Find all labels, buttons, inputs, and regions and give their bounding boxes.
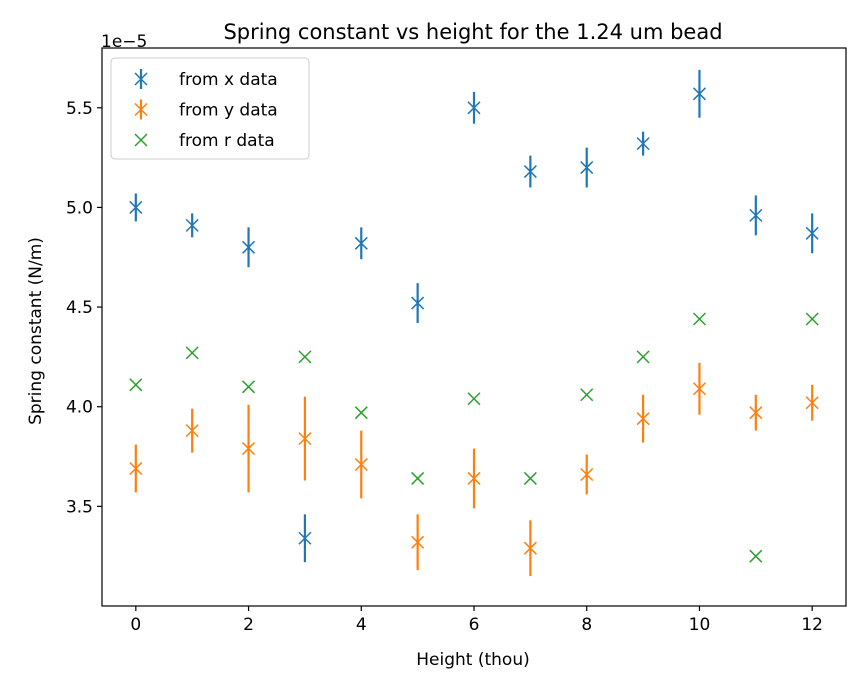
y-tick-label: 5.0 xyxy=(66,198,93,218)
data-point xyxy=(242,442,256,456)
data-point xyxy=(580,388,594,402)
data-point xyxy=(523,541,537,555)
y-axis-ticks: 3.5 4.0 4.5 5.0 5.5 xyxy=(66,99,102,517)
data-point xyxy=(636,350,650,364)
legend-label: from x data xyxy=(179,70,278,90)
data-point xyxy=(185,346,199,360)
x-tick-label: 2 xyxy=(243,615,254,635)
y-tick-label: 5.5 xyxy=(66,99,93,119)
x-tick-label: 8 xyxy=(581,615,592,635)
y-offset-label: 1e−5 xyxy=(101,32,147,52)
data-point xyxy=(692,312,706,326)
y-tick-label: 3.5 xyxy=(66,497,93,517)
plot-frame xyxy=(101,47,847,607)
data-point xyxy=(580,161,594,175)
data-point xyxy=(411,471,425,485)
data-point xyxy=(185,424,199,438)
data-point xyxy=(298,531,312,545)
legend: from x data from y data from r data xyxy=(110,57,310,160)
data-point xyxy=(242,380,256,394)
data-point xyxy=(467,101,481,115)
series-2 xyxy=(129,362,819,577)
x-tick-label: 0 xyxy=(130,615,141,635)
data-point xyxy=(636,412,650,426)
data-point xyxy=(411,535,425,549)
legend-entry: from x data xyxy=(134,69,278,90)
data-point xyxy=(580,467,594,482)
data-point xyxy=(749,549,763,563)
data-point xyxy=(805,396,819,410)
x-tick-label: 4 xyxy=(356,615,367,635)
data-point xyxy=(805,226,819,240)
legend-marker xyxy=(134,72,148,86)
x-axis-ticks: 0 2 4 6 8 10 12 xyxy=(130,606,823,635)
y-axis-label: Spring constant (N/m) xyxy=(26,237,46,425)
legend-label: from r data xyxy=(179,131,275,151)
y-tick-label: 4.5 xyxy=(66,298,93,318)
series-3 xyxy=(129,312,819,563)
data-point xyxy=(467,471,481,485)
x-axis-label: Height (thou) xyxy=(416,650,529,670)
data-point xyxy=(692,382,706,396)
x-tick-label: 10 xyxy=(689,615,711,635)
legend-entry: from y data xyxy=(134,99,278,121)
x-tick-label: 12 xyxy=(801,615,823,635)
data-point xyxy=(523,471,537,485)
data-point xyxy=(749,208,763,222)
data-point xyxy=(354,457,368,472)
data-point xyxy=(523,165,537,179)
data-point xyxy=(467,392,481,406)
chart-title: Spring constant vs height for the 1.24 u… xyxy=(223,20,722,44)
data-point xyxy=(692,87,706,101)
legend-label: from y data xyxy=(179,101,278,121)
x-tick-label: 6 xyxy=(469,615,480,635)
data-point xyxy=(129,378,143,392)
data-point xyxy=(185,218,199,232)
data-point xyxy=(411,296,425,310)
legend-marker xyxy=(134,102,148,117)
data-point xyxy=(749,406,763,420)
data-point xyxy=(298,350,312,364)
y-tick-label: 4.0 xyxy=(66,398,93,418)
data-point xyxy=(354,236,368,250)
data-marks xyxy=(129,69,819,577)
data-point xyxy=(129,200,143,214)
data-point xyxy=(805,312,819,326)
data-point xyxy=(636,137,650,151)
series-1 xyxy=(129,69,819,563)
data-point xyxy=(298,432,312,446)
data-point xyxy=(129,461,143,476)
data-point xyxy=(242,240,256,254)
legend-marker xyxy=(134,133,148,147)
data-point xyxy=(354,406,368,420)
legend-box xyxy=(110,57,310,160)
legend-entry: from r data xyxy=(134,131,275,151)
